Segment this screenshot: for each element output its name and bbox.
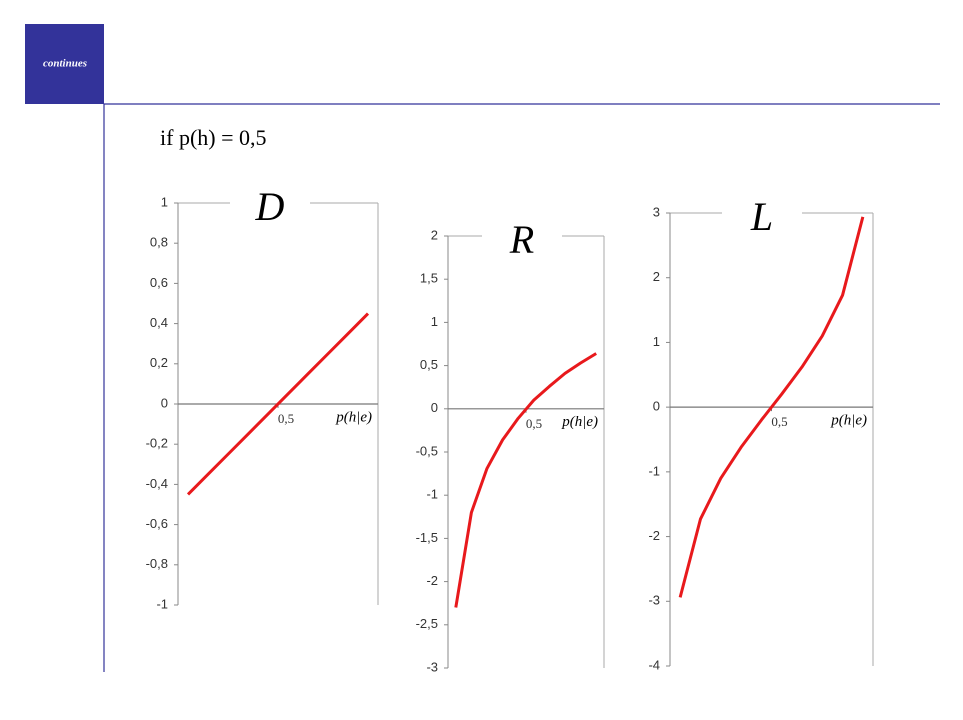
y-tick-label: 0,5 [420,357,438,372]
title-backdrop [722,209,802,219]
header-box [25,24,104,104]
y-tick-label: 1 [161,194,168,209]
y-tick-label: -0,2 [146,436,168,451]
y-tick-label: 0,4 [150,315,168,330]
x-tick-label: 0,5 [526,416,542,431]
data-line [454,352,597,608]
y-tick-label: -2 [426,573,438,588]
y-tick-label: 0 [431,400,438,415]
heading: if p(h) = 0,5 [160,125,267,150]
title-backdrop [482,232,562,242]
y-tick-label: -0,8 [146,556,168,571]
title-backdrop [230,199,310,209]
y-tick-label: -2 [648,528,660,543]
y-tick-label: -0,6 [146,516,168,531]
y-tick-label: -1 [648,463,660,478]
x-tick-label: 0,5 [278,411,294,426]
y-tick-label: 1 [431,314,438,329]
y-tick-label: 0,2 [150,355,168,370]
y-tick-label: -0,5 [416,443,438,458]
y-tick-label: 1,5 [420,271,438,286]
y-tick-label: -2,5 [416,616,438,631]
y-tick-label: 2 [653,269,660,284]
chart-title: L [750,194,773,239]
y-tick-label: -4 [648,657,660,672]
y-tick-label: 1 [653,334,660,349]
x-axis-label: p(h|e) [335,409,372,425]
data-line [678,216,865,598]
chart-title: R [509,217,534,262]
y-tick-label: 0 [161,395,168,410]
x-tick-label: 0,5 [771,414,787,429]
y-tick-label: 2 [431,227,438,242]
y-tick-label: 3 [653,204,660,219]
y-tick-label: -3 [648,593,660,608]
x-axis-label: p(h|e) [830,413,867,429]
y-tick-label: 0,8 [150,235,168,250]
data-line [186,312,370,496]
y-tick-label: -1,5 [416,530,438,545]
header-label: continues [43,58,87,70]
y-tick-label: -1 [156,596,168,611]
y-tick-label: 0,6 [150,275,168,290]
y-tick-label: -0,4 [146,476,168,491]
x-axis-label: p(h|e) [561,414,598,430]
chart-title: D [255,184,285,229]
y-tick-label: -1 [426,487,438,502]
y-tick-label: -3 [426,659,438,674]
y-tick-label: 0 [653,399,660,414]
